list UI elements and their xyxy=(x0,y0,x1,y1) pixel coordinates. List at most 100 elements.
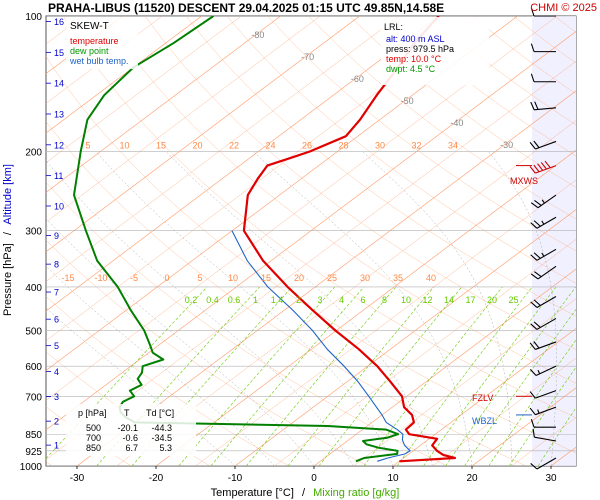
isotherm-row2-label: 26 xyxy=(302,140,312,150)
isotherm-row2-label: 15 xyxy=(156,140,166,150)
table-row-850: 850 6.7 5.3 xyxy=(86,443,172,453)
isotherm-row1-label: -5 xyxy=(130,273,138,283)
table-cell: 6.7 xyxy=(125,443,138,453)
y-axis-label-separator: / xyxy=(2,231,14,235)
mixing-ratio-label: 12 xyxy=(422,295,432,305)
wind-barb xyxy=(529,365,557,376)
table-cell: 850 xyxy=(86,443,101,453)
barb-feather xyxy=(530,463,538,470)
wind-barb xyxy=(530,419,556,428)
dry-adiabat xyxy=(226,16,576,284)
pressure-tick-label: 700 xyxy=(25,392,42,403)
table-cell: -0.6 xyxy=(122,433,138,443)
wind-barb xyxy=(530,295,557,308)
barb-feather xyxy=(533,321,541,328)
barb-feather xyxy=(529,142,536,150)
altitude-tick-label: 15 xyxy=(54,48,64,58)
wind-barb xyxy=(530,194,557,209)
moist-adiabat xyxy=(46,218,315,466)
altitude-tick-label: 9 xyxy=(54,231,59,241)
barb-feather xyxy=(544,160,551,169)
altitude-tick-label: 1 xyxy=(54,441,59,451)
table-header-p: p [hPa] xyxy=(78,408,107,418)
altitude-tick-label: 16 xyxy=(54,17,64,27)
table-row-500: 500 -20.1 -44.3 xyxy=(86,423,172,433)
table-cell: 700 xyxy=(86,433,101,443)
isotherm-value-label: -30 xyxy=(500,140,513,150)
wind-barb xyxy=(530,317,557,330)
isotherm xyxy=(116,120,576,466)
isotherm-value-label: -80 xyxy=(251,30,264,40)
dry-adiabat xyxy=(267,16,576,252)
isotherm-row1-label: -10 xyxy=(94,273,107,283)
barb-feather xyxy=(530,323,538,330)
isotherm xyxy=(46,31,576,431)
isotherm-row2-label: 34 xyxy=(448,140,458,150)
barb-feather xyxy=(532,428,535,438)
mixing-ratio-label: 0.6 xyxy=(228,295,241,305)
wind-barb xyxy=(530,101,557,111)
isotherm xyxy=(46,16,321,223)
barb-feather xyxy=(537,163,544,171)
barb-feather xyxy=(533,341,540,349)
profile-dew-point xyxy=(73,16,400,463)
wind-barb xyxy=(530,248,557,261)
barb-feather xyxy=(534,101,539,110)
moist-adiabat xyxy=(253,151,473,466)
isotherm xyxy=(46,16,479,342)
barb-shaft xyxy=(535,390,557,399)
table-header-t: T xyxy=(124,408,130,418)
barb-feather xyxy=(529,368,537,376)
x-axis-label-separator: / xyxy=(302,487,306,499)
mixing-ratio-label: 0.4 xyxy=(206,295,219,305)
copyright: CHMI © 2025 xyxy=(530,2,597,14)
temperature-tick-label: 10 xyxy=(387,473,399,484)
isotherm xyxy=(46,16,281,193)
barb-half-feather xyxy=(541,252,545,257)
mixing-ratio-label: 4 xyxy=(339,295,344,305)
barb-feather xyxy=(529,342,536,350)
isotherm xyxy=(234,209,576,466)
marker-mxws: MXWS xyxy=(510,176,538,186)
dry-adiabat xyxy=(308,16,576,220)
x-axis-label-temperature: Temperature [°C] xyxy=(211,487,294,499)
barb-shaft xyxy=(536,457,557,470)
barb-feather xyxy=(540,162,547,170)
y-axis-label-pressure: Pressure [hPa] xyxy=(2,243,14,316)
marker-fzlv: FZLV xyxy=(472,393,493,403)
dry-adiabat xyxy=(595,16,600,466)
profile-wet-bulb-temp xyxy=(231,230,411,462)
isotherm xyxy=(46,16,558,401)
barb-half-feather xyxy=(541,199,545,204)
pressure-tick-label: 925 xyxy=(25,447,42,458)
altitude-tick-label: 3 xyxy=(54,392,59,402)
wind-barb xyxy=(529,160,557,174)
mixing-ratio-label: 0.2 xyxy=(185,295,198,305)
barb-feather xyxy=(534,271,542,278)
dry-adiabat xyxy=(185,16,576,317)
wind-barb xyxy=(529,406,557,416)
altitude-tick-label: 14 xyxy=(54,79,64,89)
mixing-ratio-label: 17 xyxy=(465,295,475,305)
lrl-altitude: alt: 400 m ASL xyxy=(386,34,445,44)
table-row-700: 700 -0.6 -34.5 xyxy=(86,433,172,443)
barb-feather xyxy=(529,391,536,399)
table-cell: 5.3 xyxy=(159,443,172,453)
plot-background xyxy=(45,15,577,467)
isotherm-row1-label: 25 xyxy=(327,273,337,283)
lrl-dewpoint: dwpt: 4.5 °C xyxy=(386,64,436,74)
isotherm xyxy=(471,387,576,466)
mixing-ratio-line xyxy=(287,286,435,466)
isotherm xyxy=(46,16,518,371)
isotherm-row2-label: 5 xyxy=(85,140,90,150)
isotherm-row1-label: 40 xyxy=(426,273,436,283)
wind-barbs xyxy=(529,7,557,470)
pressure-tick-label: 300 xyxy=(25,227,42,238)
pressure-tick-label: 200 xyxy=(25,147,42,158)
axes: 1234567891011121314151610020030040050060… xyxy=(20,12,557,484)
mixing-ratio-label: 10 xyxy=(401,295,411,305)
legend-dew-point: dew point xyxy=(70,46,109,56)
wind-barb xyxy=(530,73,556,83)
altitude-tick-label: 5 xyxy=(54,341,59,351)
